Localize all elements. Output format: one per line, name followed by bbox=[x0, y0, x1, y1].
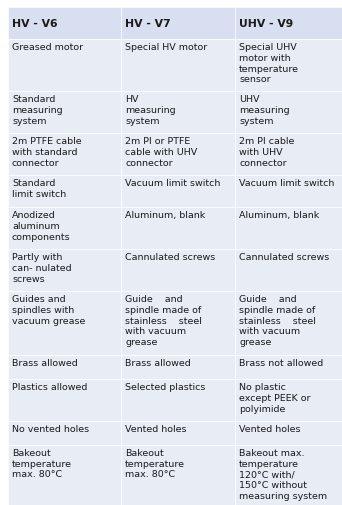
Text: Standard
limit switch: Standard limit switch bbox=[12, 179, 66, 198]
Bar bbox=[8, 134, 121, 176]
Text: 2m PI or PTFE
cable with UHV
connector: 2m PI or PTFE cable with UHV connector bbox=[125, 137, 197, 167]
Text: 2m PI cable
with UHV
connector: 2m PI cable with UHV connector bbox=[239, 137, 294, 167]
Bar bbox=[8, 92, 121, 134]
Bar bbox=[235, 8, 342, 40]
Bar bbox=[235, 445, 342, 505]
Bar bbox=[121, 92, 235, 134]
Text: Brass allowed: Brass allowed bbox=[125, 358, 191, 367]
Text: Guide    and
spindle made of
stainless    steel
with vacuum
grease: Guide and spindle made of stainless stee… bbox=[125, 294, 202, 346]
Text: 2m PTFE cable
with standard
connector: 2m PTFE cable with standard connector bbox=[12, 137, 82, 167]
Bar bbox=[121, 445, 235, 505]
Text: Vacuum limit switch: Vacuum limit switch bbox=[125, 179, 220, 188]
Bar bbox=[235, 208, 342, 249]
Bar bbox=[121, 40, 235, 92]
Text: Guides and
spindles with
vacuum grease: Guides and spindles with vacuum grease bbox=[12, 294, 86, 325]
Bar bbox=[235, 356, 342, 379]
Bar bbox=[121, 176, 235, 208]
Bar bbox=[8, 445, 121, 505]
Text: Partly with
can- nulated
screws: Partly with can- nulated screws bbox=[12, 252, 71, 283]
Text: Brass allowed: Brass allowed bbox=[12, 358, 78, 367]
Bar bbox=[235, 176, 342, 208]
Text: Special HV motor: Special HV motor bbox=[125, 43, 207, 52]
Text: Brass not allowed: Brass not allowed bbox=[239, 358, 323, 367]
Text: Bakeout
temperature
max. 80°C: Bakeout temperature max. 80°C bbox=[125, 448, 185, 479]
Bar bbox=[121, 134, 235, 176]
Text: Anodized
aluminum
components: Anodized aluminum components bbox=[12, 211, 71, 241]
Text: Special UHV
motor with
temperature
sensor: Special UHV motor with temperature senso… bbox=[239, 43, 299, 84]
Bar bbox=[121, 208, 235, 249]
Bar bbox=[8, 8, 121, 40]
Bar bbox=[121, 291, 235, 356]
Text: Bakeout max.
temperature
120°C with/
150°C without
measuring system: Bakeout max. temperature 120°C with/ 150… bbox=[239, 448, 327, 500]
Bar bbox=[8, 291, 121, 356]
Text: Greased motor: Greased motor bbox=[12, 43, 83, 52]
Text: UHV
measuring
system: UHV measuring system bbox=[239, 95, 290, 125]
Text: HV
measuring
system: HV measuring system bbox=[125, 95, 176, 125]
Text: Cannulated screws: Cannulated screws bbox=[125, 252, 215, 262]
Bar bbox=[121, 356, 235, 379]
Text: Aluminum, blank: Aluminum, blank bbox=[239, 211, 319, 220]
Bar bbox=[235, 379, 342, 421]
Text: Vented holes: Vented holes bbox=[125, 424, 186, 433]
Text: Guide    and
spindle made of
stainless    steel
with vacuum
grease: Guide and spindle made of stainless stee… bbox=[239, 294, 316, 346]
Bar bbox=[121, 8, 235, 40]
Text: Bakeout
temperature
max. 80°C: Bakeout temperature max. 80°C bbox=[12, 448, 72, 479]
Text: Plastics allowed: Plastics allowed bbox=[12, 382, 87, 391]
Text: Selected plastics: Selected plastics bbox=[125, 382, 206, 391]
Text: Vented holes: Vented holes bbox=[239, 424, 301, 433]
Text: No vented holes: No vented holes bbox=[12, 424, 89, 433]
Text: Aluminum, blank: Aluminum, blank bbox=[125, 211, 205, 220]
Bar bbox=[235, 40, 342, 92]
Bar bbox=[235, 134, 342, 176]
Bar bbox=[8, 421, 121, 445]
Bar bbox=[121, 421, 235, 445]
Bar bbox=[8, 208, 121, 249]
Bar bbox=[8, 356, 121, 379]
Text: Cannulated screws: Cannulated screws bbox=[239, 252, 329, 262]
Bar bbox=[121, 379, 235, 421]
Text: No plastic
except PEEK or
polyimide: No plastic except PEEK or polyimide bbox=[239, 382, 311, 413]
Bar bbox=[235, 291, 342, 356]
Bar bbox=[8, 40, 121, 92]
Bar bbox=[8, 379, 121, 421]
Text: Standard
measuring
system: Standard measuring system bbox=[12, 95, 63, 125]
Bar bbox=[235, 249, 342, 291]
Bar bbox=[8, 249, 121, 291]
Bar bbox=[121, 249, 235, 291]
Bar bbox=[235, 421, 342, 445]
Bar bbox=[8, 176, 121, 208]
Bar bbox=[235, 92, 342, 134]
Text: HV - V6: HV - V6 bbox=[12, 19, 57, 29]
Text: UHV - V9: UHV - V9 bbox=[239, 19, 293, 29]
Text: HV - V7: HV - V7 bbox=[125, 19, 171, 29]
Text: Vacuum limit switch: Vacuum limit switch bbox=[239, 179, 334, 188]
